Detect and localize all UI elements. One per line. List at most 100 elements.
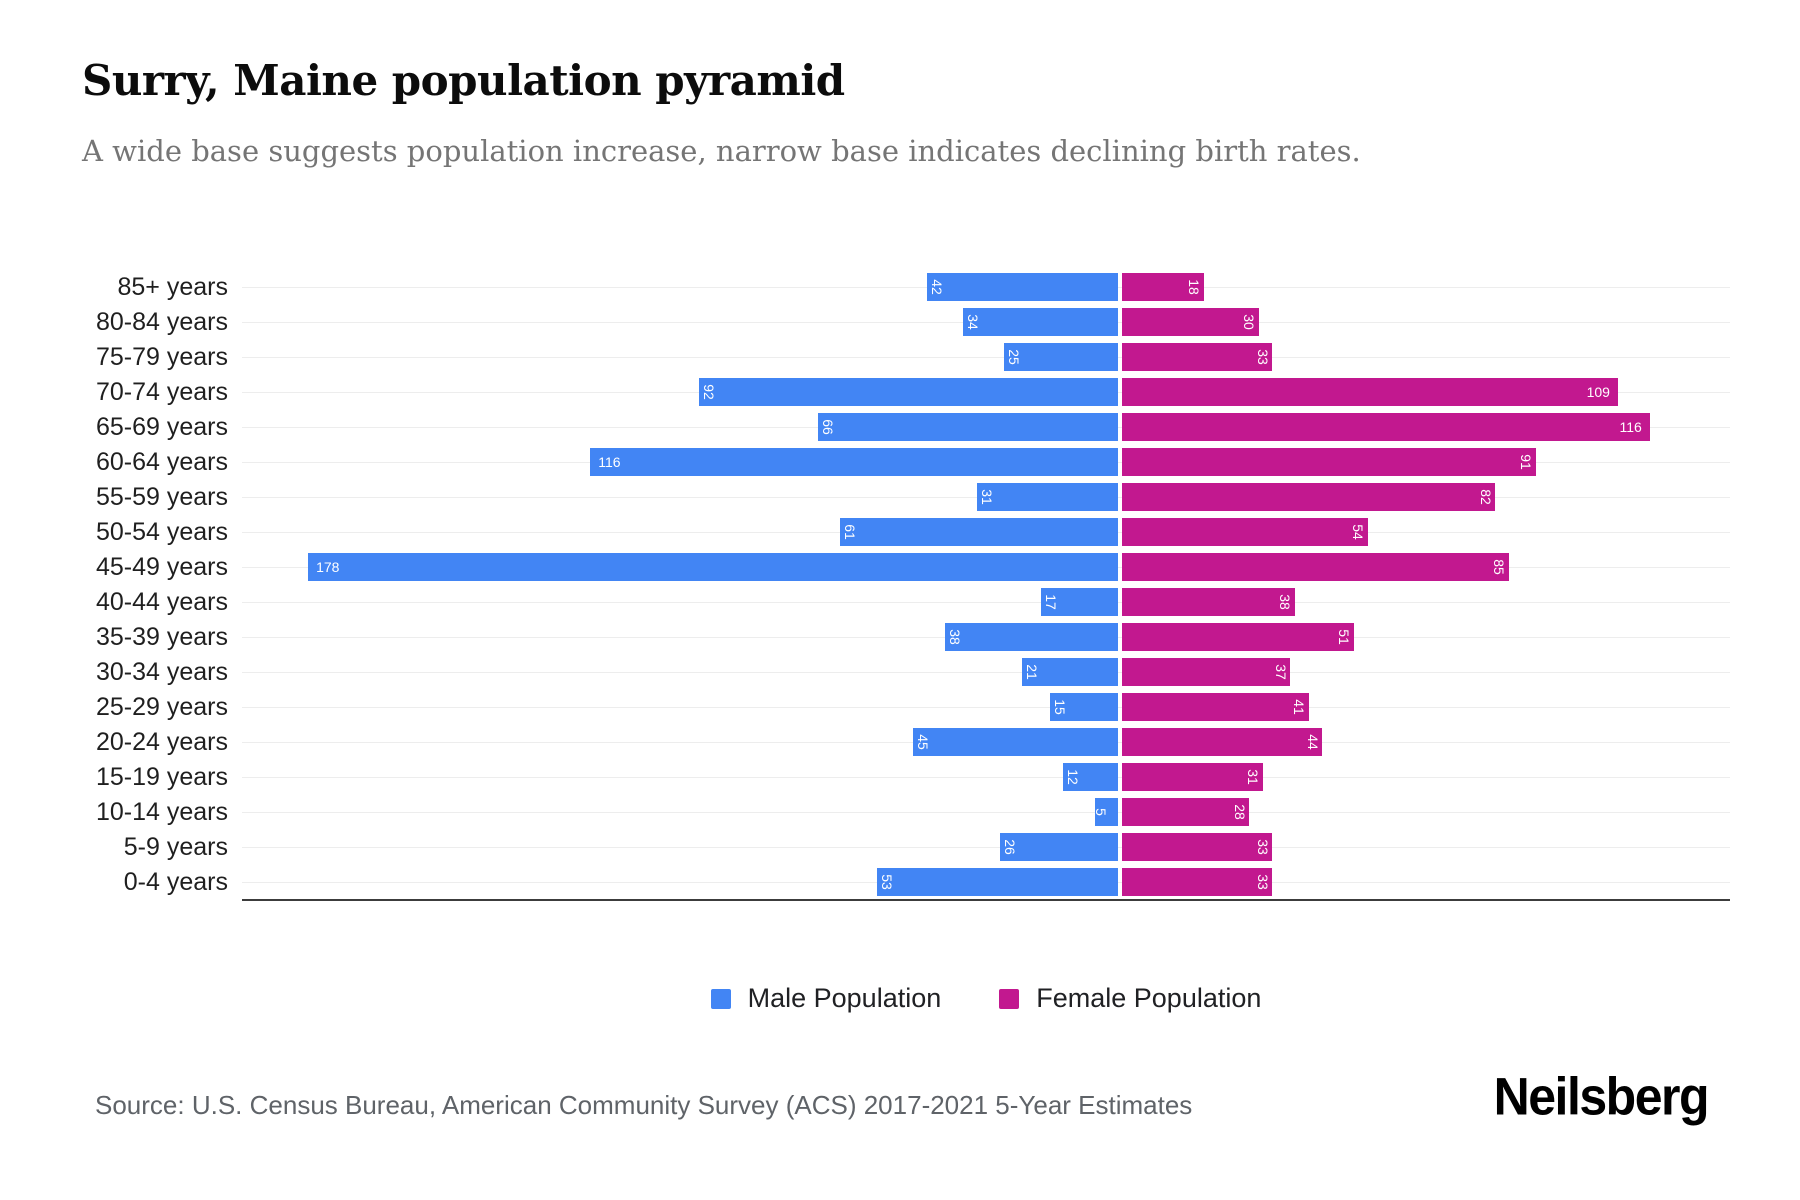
male-population-bar: 26	[999, 833, 1118, 861]
bar-value-label: 54	[1349, 524, 1366, 540]
female-population-bar: 33	[1122, 343, 1273, 371]
bar-value-label: 25	[1006, 349, 1023, 365]
age-group-row: 80-84 years 34 30	[70, 305, 1730, 340]
plot-area: 26 33	[242, 830, 1730, 865]
bar-value-label: 178	[316, 559, 340, 575]
plot-area: 66 116	[242, 410, 1730, 445]
age-group-label: 65-69 years	[95, 413, 228, 441]
plot-area: 45 44	[242, 725, 1730, 760]
bar-value-label: 82	[1477, 489, 1494, 505]
age-group-label: 55-59 years	[95, 483, 228, 511]
age-group-label: 30-34 years	[95, 658, 228, 686]
age-group-row: 70-74 years 92 109	[70, 375, 1730, 410]
page-title: Surry, Maine population pyramid	[82, 56, 845, 105]
x-axis-baseline	[242, 899, 1730, 901]
female-population-bar: 37	[1122, 658, 1291, 686]
female-population-bar: 38	[1122, 588, 1295, 616]
bar-value-label: 85	[1490, 559, 1507, 575]
legend-item-male: Male Population	[710, 983, 942, 1014]
male-population-bar: 12	[1063, 763, 1118, 791]
plot-area: 178 85	[242, 550, 1730, 585]
age-group-row: 75-79 years 25 33	[70, 340, 1730, 375]
page-subtitle: A wide base suggests population increase…	[82, 134, 1361, 168]
age-group-row: 15-19 years 12 31	[70, 760, 1730, 795]
age-group-label: 5-9 years	[123, 833, 228, 861]
legend-label-male: Male Population	[747, 983, 942, 1013]
female-population-bar: 33	[1122, 868, 1273, 896]
age-group-label: 10-14 years	[95, 798, 228, 826]
age-group-label: 35-39 years	[95, 623, 228, 651]
gridline	[242, 847, 1730, 848]
age-group-row: 85+ years 42 18	[70, 270, 1730, 305]
female-population-bar: 91	[1122, 448, 1537, 476]
female-population-bar: 51	[1122, 623, 1355, 651]
bar-value-label: 34	[965, 314, 982, 330]
female-population-bar: 31	[1122, 763, 1264, 791]
bar-value-label: 42	[928, 279, 945, 295]
age-group-row: 60-64 years 116 91	[70, 445, 1730, 480]
male-population-bar: 5	[1093, 798, 1118, 826]
male-population-bar: 178	[308, 553, 1118, 581]
age-group-row: 55-59 years 31 82	[70, 480, 1730, 515]
bar-value-label: 17	[1042, 594, 1059, 610]
age-group-row: 25-29 years 15 41	[70, 690, 1730, 725]
age-group-row: 50-54 years 61 54	[70, 515, 1730, 550]
age-group-row: 45-49 years 178 85	[70, 550, 1730, 585]
age-group-label: 20-24 years	[95, 728, 228, 756]
bar-value-label: 33	[1254, 874, 1271, 890]
gridline	[242, 707, 1730, 708]
age-group-label: 40-44 years	[95, 588, 228, 616]
age-group-label: 75-79 years	[95, 343, 228, 371]
gridline	[242, 672, 1730, 673]
bar-value-label: 5	[1093, 808, 1110, 816]
plot-area: 53 33	[242, 865, 1730, 900]
bar-value-label: 38	[1277, 594, 1294, 610]
bar-value-label: 38	[946, 629, 963, 645]
female-population-bar: 33	[1122, 833, 1273, 861]
bar-value-label: 21	[1024, 664, 1041, 680]
source-attribution: Source: U.S. Census Bureau, American Com…	[95, 1090, 1193, 1120]
bar-value-label: 66	[819, 419, 836, 435]
age-group-label: 70-74 years	[95, 378, 228, 406]
male-population-bar: 92	[699, 378, 1118, 406]
bar-value-label: 12	[1065, 769, 1082, 785]
female-population-bar: 18	[1122, 273, 1204, 301]
bar-value-label: 44	[1304, 734, 1321, 750]
female-legend-swatch	[999, 988, 1020, 1009]
bar-value-label: 116	[1619, 419, 1642, 435]
bar-value-label: 91	[1518, 454, 1535, 470]
bar-value-label: 15	[1051, 699, 1068, 715]
age-group-label: 25-29 years	[95, 693, 228, 721]
male-legend-swatch	[710, 988, 731, 1009]
male-population-bar: 15	[1049, 693, 1118, 721]
gridline	[242, 812, 1730, 813]
female-population-bar: 116	[1122, 413, 1650, 441]
plot-area: 116 91	[242, 445, 1730, 480]
age-group-label: 15-19 years	[95, 763, 228, 791]
population-pyramid-chart: 85+ years 42 18 80-84 years 34 30 75-79 years 2…	[70, 270, 1730, 900]
bar-value-label: 33	[1254, 839, 1271, 855]
age-group-row: 65-69 years 66 116	[70, 410, 1730, 445]
gridline	[242, 777, 1730, 778]
plot-area: 5 28	[242, 795, 1730, 830]
female-population-bar: 30	[1122, 308, 1259, 336]
male-population-bar: 38	[945, 623, 1118, 651]
bar-value-label: 37	[1272, 664, 1289, 680]
legend-label-female: Female Population	[1036, 983, 1262, 1013]
bar-value-label: 116	[598, 454, 621, 470]
bar-value-label: 33	[1254, 349, 1271, 365]
male-population-bar: 34	[963, 308, 1118, 336]
female-population-bar: 41	[1122, 693, 1309, 721]
male-population-bar: 21	[1022, 658, 1118, 686]
female-population-bar: 44	[1122, 728, 1323, 756]
bar-value-label: 41	[1290, 699, 1307, 715]
plot-area: 92 109	[242, 375, 1730, 410]
age-group-row: 30-34 years 21 37	[70, 655, 1730, 690]
bar-value-label: 109	[1586, 384, 1610, 400]
plot-area: 34 30	[242, 305, 1730, 340]
gridline	[242, 602, 1730, 603]
bar-value-label: 30	[1240, 314, 1257, 330]
neilsberg-logo[interactable]: Neilsberg	[1493, 1067, 1710, 1126]
male-population-bar: 116	[590, 448, 1118, 476]
gridline	[242, 357, 1730, 358]
